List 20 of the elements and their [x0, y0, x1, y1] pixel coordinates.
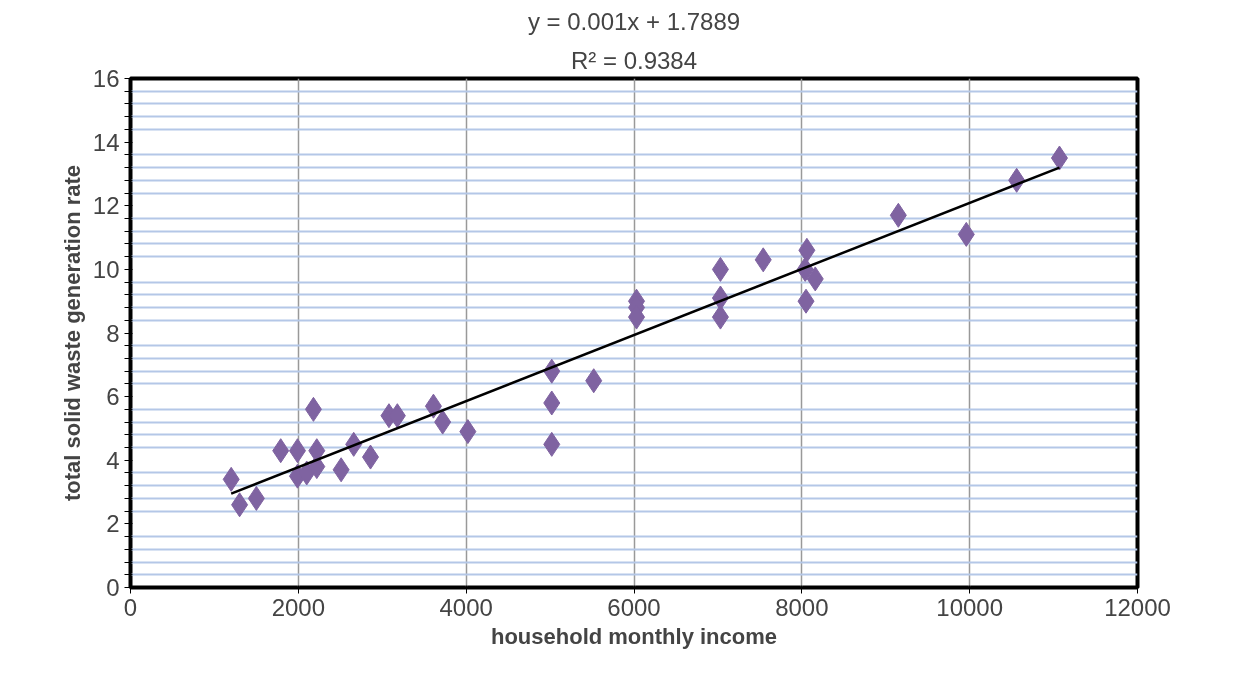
y-tick-label: 12: [92, 192, 120, 220]
y-tick-label: 4: [106, 446, 120, 474]
text: y = 0.001x + 1.7889: [527, 7, 741, 35]
x-axis-title: household monthly income: [490, 623, 778, 649]
x-tick-label: 2000: [271, 593, 326, 621]
y-tick-label: 0: [106, 574, 120, 601]
y-tick-label: 10: [92, 255, 120, 283]
x-tick-label: 12000: [1104, 593, 1171, 621]
x-tick-label: 6000: [607, 593, 661, 621]
y-tick-label: 8: [106, 319, 120, 347]
text: R² = 0.9384: [570, 46, 698, 74]
x-tick-label: 8000: [775, 593, 829, 621]
x-tick-label: 4000: [439, 593, 493, 621]
y-axis-title: total solid waste generation rate: [59, 164, 85, 502]
y-tick-label: 2: [106, 510, 120, 538]
x-tick-label: 0: [123, 593, 138, 621]
y-tick-label: 6: [106, 383, 120, 411]
y-tick-label: 16: [92, 65, 120, 92]
y-tick-label: 14: [92, 128, 120, 156]
x-tick-label: 10000: [936, 593, 1004, 621]
